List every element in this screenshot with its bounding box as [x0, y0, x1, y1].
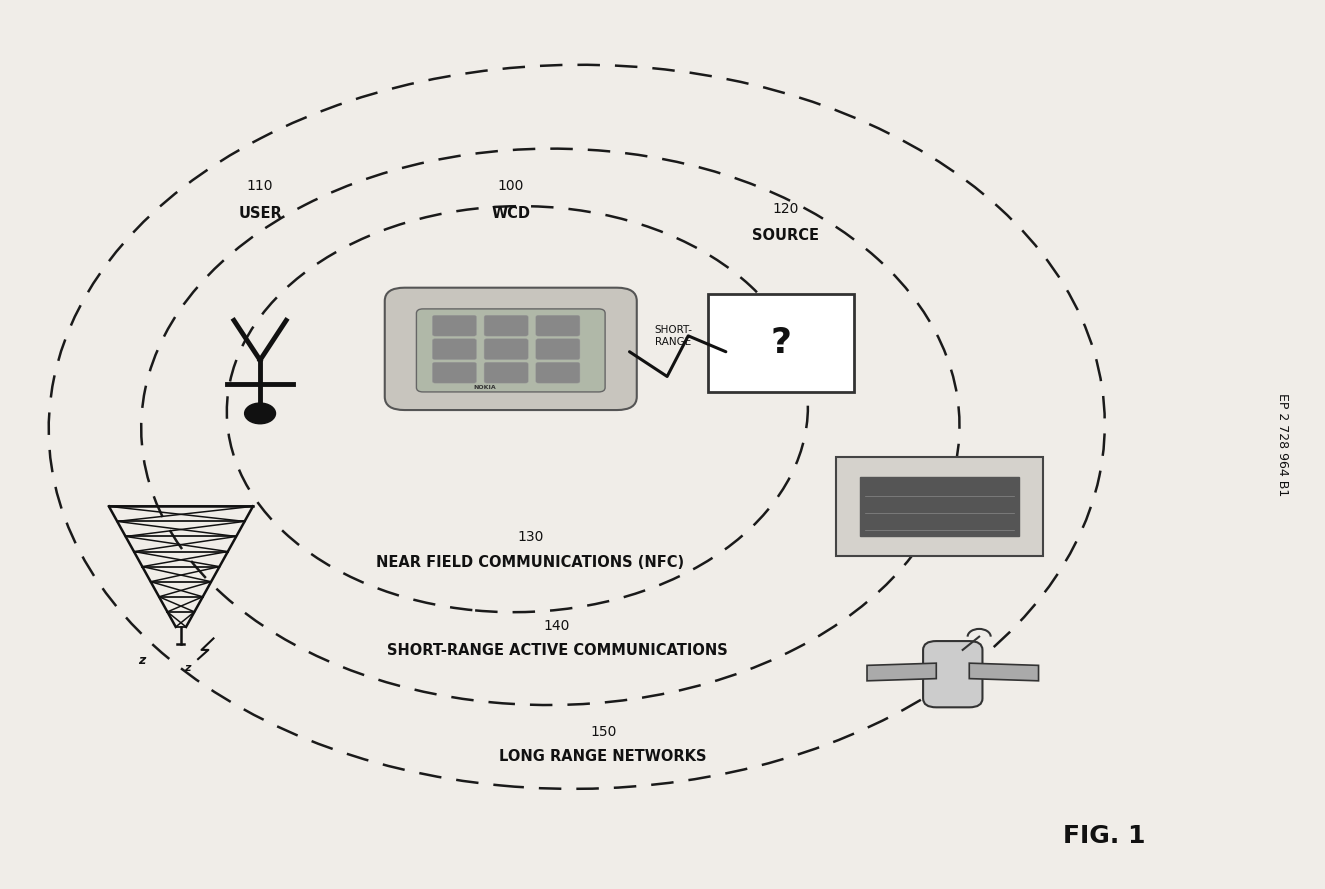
Circle shape — [245, 403, 276, 424]
Text: 120: 120 — [772, 202, 799, 215]
Text: z: z — [184, 662, 191, 673]
FancyBboxPatch shape — [432, 316, 477, 336]
Text: 130: 130 — [517, 530, 543, 544]
Text: FIG. 1: FIG. 1 — [1063, 824, 1146, 848]
FancyBboxPatch shape — [535, 339, 580, 360]
FancyBboxPatch shape — [860, 477, 1019, 536]
FancyBboxPatch shape — [484, 316, 529, 336]
Text: z: z — [138, 653, 146, 667]
FancyBboxPatch shape — [432, 339, 477, 360]
Text: 110: 110 — [246, 180, 273, 194]
Polygon shape — [970, 663, 1039, 681]
Text: LONG RANGE NETWORKS: LONG RANGE NETWORKS — [500, 749, 706, 765]
Text: 140: 140 — [543, 619, 570, 633]
Text: SOURCE: SOURCE — [751, 228, 819, 243]
Text: SHORT-
RANGE: SHORT- RANGE — [655, 325, 692, 347]
FancyBboxPatch shape — [384, 288, 637, 410]
Text: USER: USER — [238, 206, 282, 221]
FancyBboxPatch shape — [484, 339, 529, 360]
Text: 100: 100 — [498, 180, 523, 194]
Text: EP 2 728 964 B1: EP 2 728 964 B1 — [1276, 393, 1289, 496]
Text: NOKIA: NOKIA — [474, 385, 497, 390]
FancyBboxPatch shape — [836, 457, 1044, 556]
FancyBboxPatch shape — [535, 362, 580, 383]
Text: NEAR FIELD COMMUNICATIONS (NFC): NEAR FIELD COMMUNICATIONS (NFC) — [376, 555, 685, 570]
Text: ?: ? — [771, 326, 792, 360]
Text: WCD: WCD — [492, 206, 530, 221]
Polygon shape — [867, 663, 937, 681]
FancyBboxPatch shape — [416, 308, 606, 392]
FancyBboxPatch shape — [924, 641, 982, 708]
FancyBboxPatch shape — [484, 362, 529, 383]
Text: 150: 150 — [590, 725, 616, 739]
FancyBboxPatch shape — [535, 316, 580, 336]
Text: SHORT-RANGE ACTIVE COMMUNICATIONS: SHORT-RANGE ACTIVE COMMUNICATIONS — [387, 644, 727, 658]
FancyBboxPatch shape — [709, 294, 855, 392]
FancyBboxPatch shape — [432, 362, 477, 383]
